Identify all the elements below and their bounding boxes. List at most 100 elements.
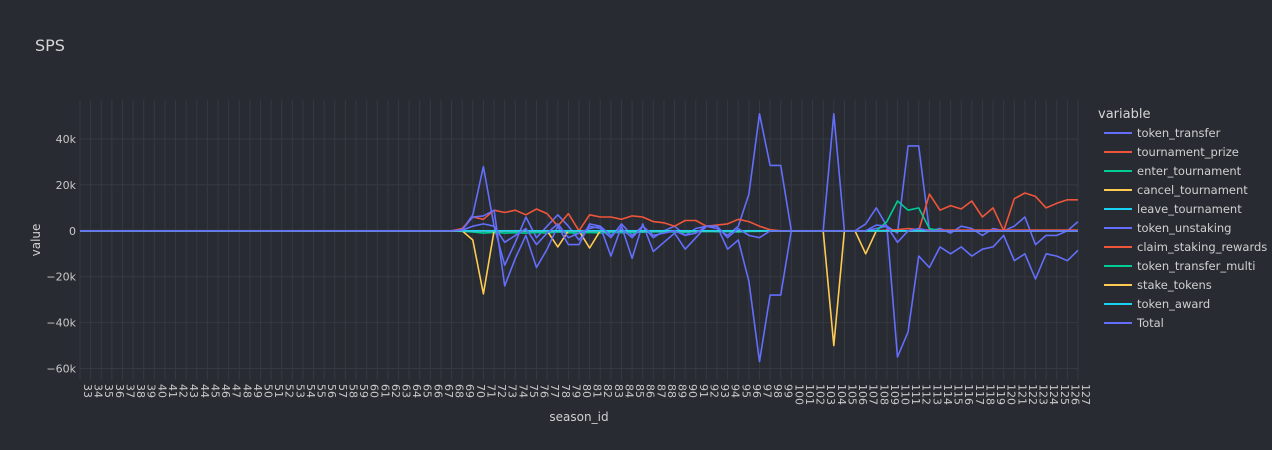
legend-entry-token-unstaking[interactable]: token_unstaking [1137, 221, 1231, 235]
x-tick-label: 78 [559, 384, 572, 398]
x-tick-label: 37 [123, 384, 136, 398]
legend-entry-token-award[interactable]: token_award [1137, 297, 1210, 311]
legend: variable token_transfer tournament_prizee… [1098, 107, 1267, 330]
x-tick-label: 101 [803, 384, 816, 405]
x-tick-label: 122 [1026, 384, 1039, 405]
x-tick-label: 121 [1015, 384, 1028, 405]
x-tick-label: 57 [336, 384, 349, 398]
x-tick-label: 89 [676, 384, 689, 398]
x-tick-label: 39 [145, 384, 158, 398]
x-tick-label: 102 [814, 384, 827, 405]
x-tick-label: 52 [283, 384, 296, 398]
x-tick-label: 108 [877, 384, 890, 405]
x-tick-label: 51 [272, 384, 285, 398]
x-tick-label: 58 [346, 384, 359, 398]
x-tick-label: 118 [983, 384, 996, 405]
x-tick-label: 54 [304, 384, 317, 398]
x-tick-label: 50 [261, 384, 274, 398]
x-tick-label: 42 [177, 384, 190, 398]
x-tick-label: 63 [400, 384, 413, 398]
x-tick-label: 74 [516, 384, 529, 398]
x-tick-label: 111 [909, 384, 922, 405]
x-tick-label: 126 [1068, 384, 1081, 405]
x-tick-label: 119 [994, 384, 1007, 405]
x-tick-label: 62 [389, 384, 402, 398]
x-tick-label: 113 [930, 384, 943, 405]
legend-entry-stake-tokens[interactable]: stake_tokens [1137, 278, 1212, 292]
x-tick-label: 71 [484, 384, 497, 398]
x-tick-label: 105 [845, 384, 858, 405]
grid [79, 100, 1079, 380]
x-tick-label: 61 [378, 384, 391, 398]
x-tick-label: 106 [856, 384, 869, 405]
x-tick-label: 88 [665, 384, 678, 398]
x-tick-label: 125 [1058, 384, 1071, 405]
x-tick-label: 40 [155, 384, 168, 398]
x-tick-label: 100 [792, 384, 805, 405]
x-tick-label: 75 [527, 384, 540, 398]
x-tick-label: 48 [240, 384, 253, 398]
legend-entry-token-transfer[interactable]: token_transfer [1137, 126, 1221, 140]
legend-entry-enter-tournament[interactable]: enter_tournament [1137, 164, 1242, 178]
x-tick-label: 73 [506, 384, 519, 398]
x-tick-label: 91 [697, 384, 710, 398]
x-tick-label: 83 [612, 384, 625, 398]
x-tick-label: 33 [81, 384, 94, 398]
x-tick-label: 69 [463, 384, 476, 398]
y-tick-label: −60k [46, 363, 76, 376]
x-tick-label: 109 [888, 384, 901, 405]
series-line-total[interactable] [80, 223, 1078, 246]
x-tick-label: 36 [113, 384, 126, 398]
x-tick-label: 115 [952, 384, 965, 405]
x-tick-label: 110 [899, 384, 912, 405]
y-tick-label: 20k [56, 179, 77, 192]
x-tick-label: 49 [251, 384, 264, 398]
x-tick-label: 35 [102, 384, 115, 398]
x-tick-label: 65 [421, 384, 434, 398]
x-tick-label: 64 [410, 384, 423, 398]
legend-entry-leave-tournament[interactable]: leave_tournament [1137, 202, 1242, 216]
x-axis-ticks: 3334353637383940414243444546474849505152… [81, 384, 1092, 405]
legend-entry-claim-staking-rewards[interactable]: claim_staking_rewards [1137, 240, 1267, 254]
x-tick-label: 103 [824, 384, 837, 405]
x-tick-label: 86 [644, 384, 657, 398]
x-tick-label: 66 [431, 384, 444, 398]
x-tick-label: 46 [219, 384, 232, 398]
x-tick-label: 67 [442, 384, 455, 398]
legend-entry-total[interactable]: Total [1136, 316, 1164, 330]
legend-entry-cancel-tournament[interactable]: cancel_tournament [1137, 183, 1248, 197]
x-tick-label: 120 [1005, 384, 1018, 405]
x-tick-label: 55 [315, 384, 328, 398]
x-tick-label: 56 [325, 384, 338, 398]
x-tick-label: 41 [166, 384, 179, 398]
series-line-tournament-prize[interactable] [80, 192, 1078, 232]
x-tick-label: 114 [941, 384, 954, 405]
x-tick-label: 98 [771, 384, 784, 398]
legend-entry-token-transfer-multi[interactable]: token_transfer_multi [1137, 259, 1255, 273]
x-tick-label: 43 [187, 384, 200, 398]
x-tick-label: 81 [591, 384, 604, 398]
x-tick-label: 90 [686, 384, 699, 398]
y-axis-title: value [29, 224, 43, 257]
series-line-token-unstaking[interactable] [80, 209, 1079, 363]
x-tick-label: 45 [208, 384, 221, 398]
x-tick-label: 97 [760, 384, 773, 398]
x-tick-label: 127 [1079, 384, 1092, 405]
y-axis-ticks: 40k 20k 0 −20k −40k −60k [46, 133, 76, 376]
x-tick-label: 76 [538, 384, 551, 398]
legend-entry-tournament-prize[interactable]: tournament_prize [1137, 145, 1239, 159]
x-tick-label: 34 [92, 384, 105, 398]
y-tick-label: −20k [46, 271, 76, 284]
x-tick-label: 93 [718, 384, 731, 398]
x-tick-label: 99 [782, 384, 795, 398]
x-tick-label: 60 [368, 384, 381, 398]
x-tick-label: 123 [1037, 384, 1050, 405]
x-tick-label: 124 [1047, 384, 1060, 405]
series-group[interactable] [80, 113, 1079, 363]
x-tick-label: 68 [453, 384, 466, 398]
x-tick-label: 104 [835, 384, 848, 405]
y-tick-label: −40k [46, 317, 76, 330]
y-tick-label: 0 [69, 225, 76, 238]
x-tick-label: 87 [654, 384, 667, 398]
